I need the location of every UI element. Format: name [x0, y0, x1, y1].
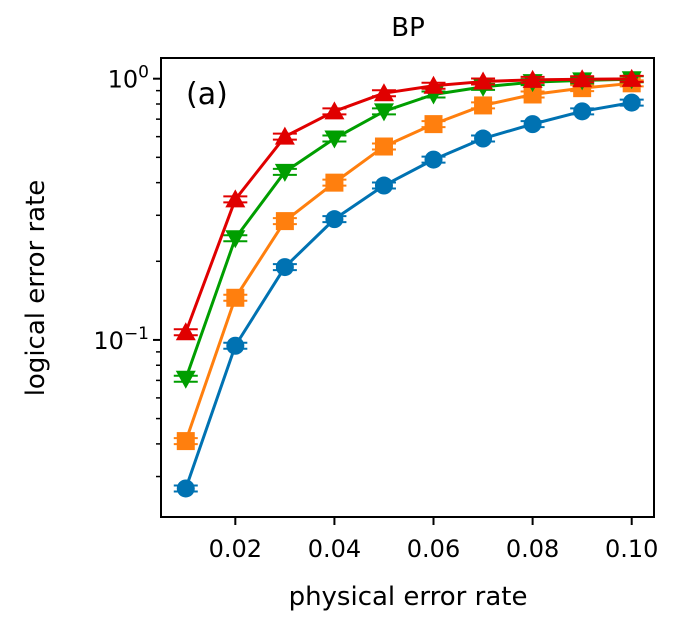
data-point: [473, 71, 494, 90]
data-point: [573, 102, 592, 121]
x-tick-label: 0.08: [506, 535, 559, 563]
chart-title: BP: [391, 13, 425, 43]
data-point: [621, 68, 642, 87]
data-point: [374, 137, 393, 156]
ticks-layer: 0.02 0.04 0.06 0.08 0.10 10−1 100: [93, 63, 658, 563]
series-line: [184, 77, 632, 380]
x-tick-label: 0.04: [308, 535, 361, 563]
data-point: [274, 163, 295, 182]
series-line: [184, 81, 632, 442]
data-point: [176, 432, 195, 451]
data-point: [275, 258, 294, 277]
data-point: [373, 103, 394, 122]
data-point: [274, 126, 295, 145]
data-point: [175, 370, 196, 389]
data-point: [522, 69, 543, 88]
data-point: [324, 130, 345, 149]
data-point: [325, 173, 344, 192]
series-line: [184, 101, 632, 489]
data-point: [424, 115, 443, 134]
data-point: [572, 69, 593, 88]
x-tick-label: 0.10: [605, 535, 658, 563]
x-tick-label: 0.06: [407, 535, 460, 563]
data-point: [325, 210, 344, 229]
data-point: [523, 115, 542, 134]
series-line: [184, 77, 632, 333]
data-point: [622, 93, 641, 112]
y-tick-label: 100: [108, 63, 149, 94]
data-point: [474, 96, 493, 115]
data-point: [175, 322, 196, 341]
data-point: [523, 85, 542, 104]
data-point: [176, 479, 195, 498]
series-square: [173, 74, 644, 451]
data-point: [423, 75, 444, 94]
series-triangle-down: [173, 71, 644, 389]
data-point: [474, 129, 493, 148]
data-point: [225, 230, 246, 249]
data-point: [225, 189, 246, 208]
x-axis-label: physical error rate: [289, 582, 528, 612]
data-point: [373, 83, 394, 102]
data-point: [324, 101, 345, 120]
data-point: [424, 150, 443, 169]
y-tick-label: 10−1: [93, 324, 149, 355]
series-layer: [173, 68, 644, 498]
data-point: [226, 336, 245, 355]
data-point: [374, 176, 393, 195]
y-axis-label: logical error rate: [21, 180, 51, 397]
plot-frame: [160, 57, 655, 518]
data-point: [226, 288, 245, 307]
panel-label: (a): [186, 77, 228, 112]
x-tick-label: 0.02: [209, 535, 262, 563]
series-triangle-up: [173, 68, 644, 341]
series-circle: [173, 93, 644, 498]
data-point: [275, 212, 294, 231]
